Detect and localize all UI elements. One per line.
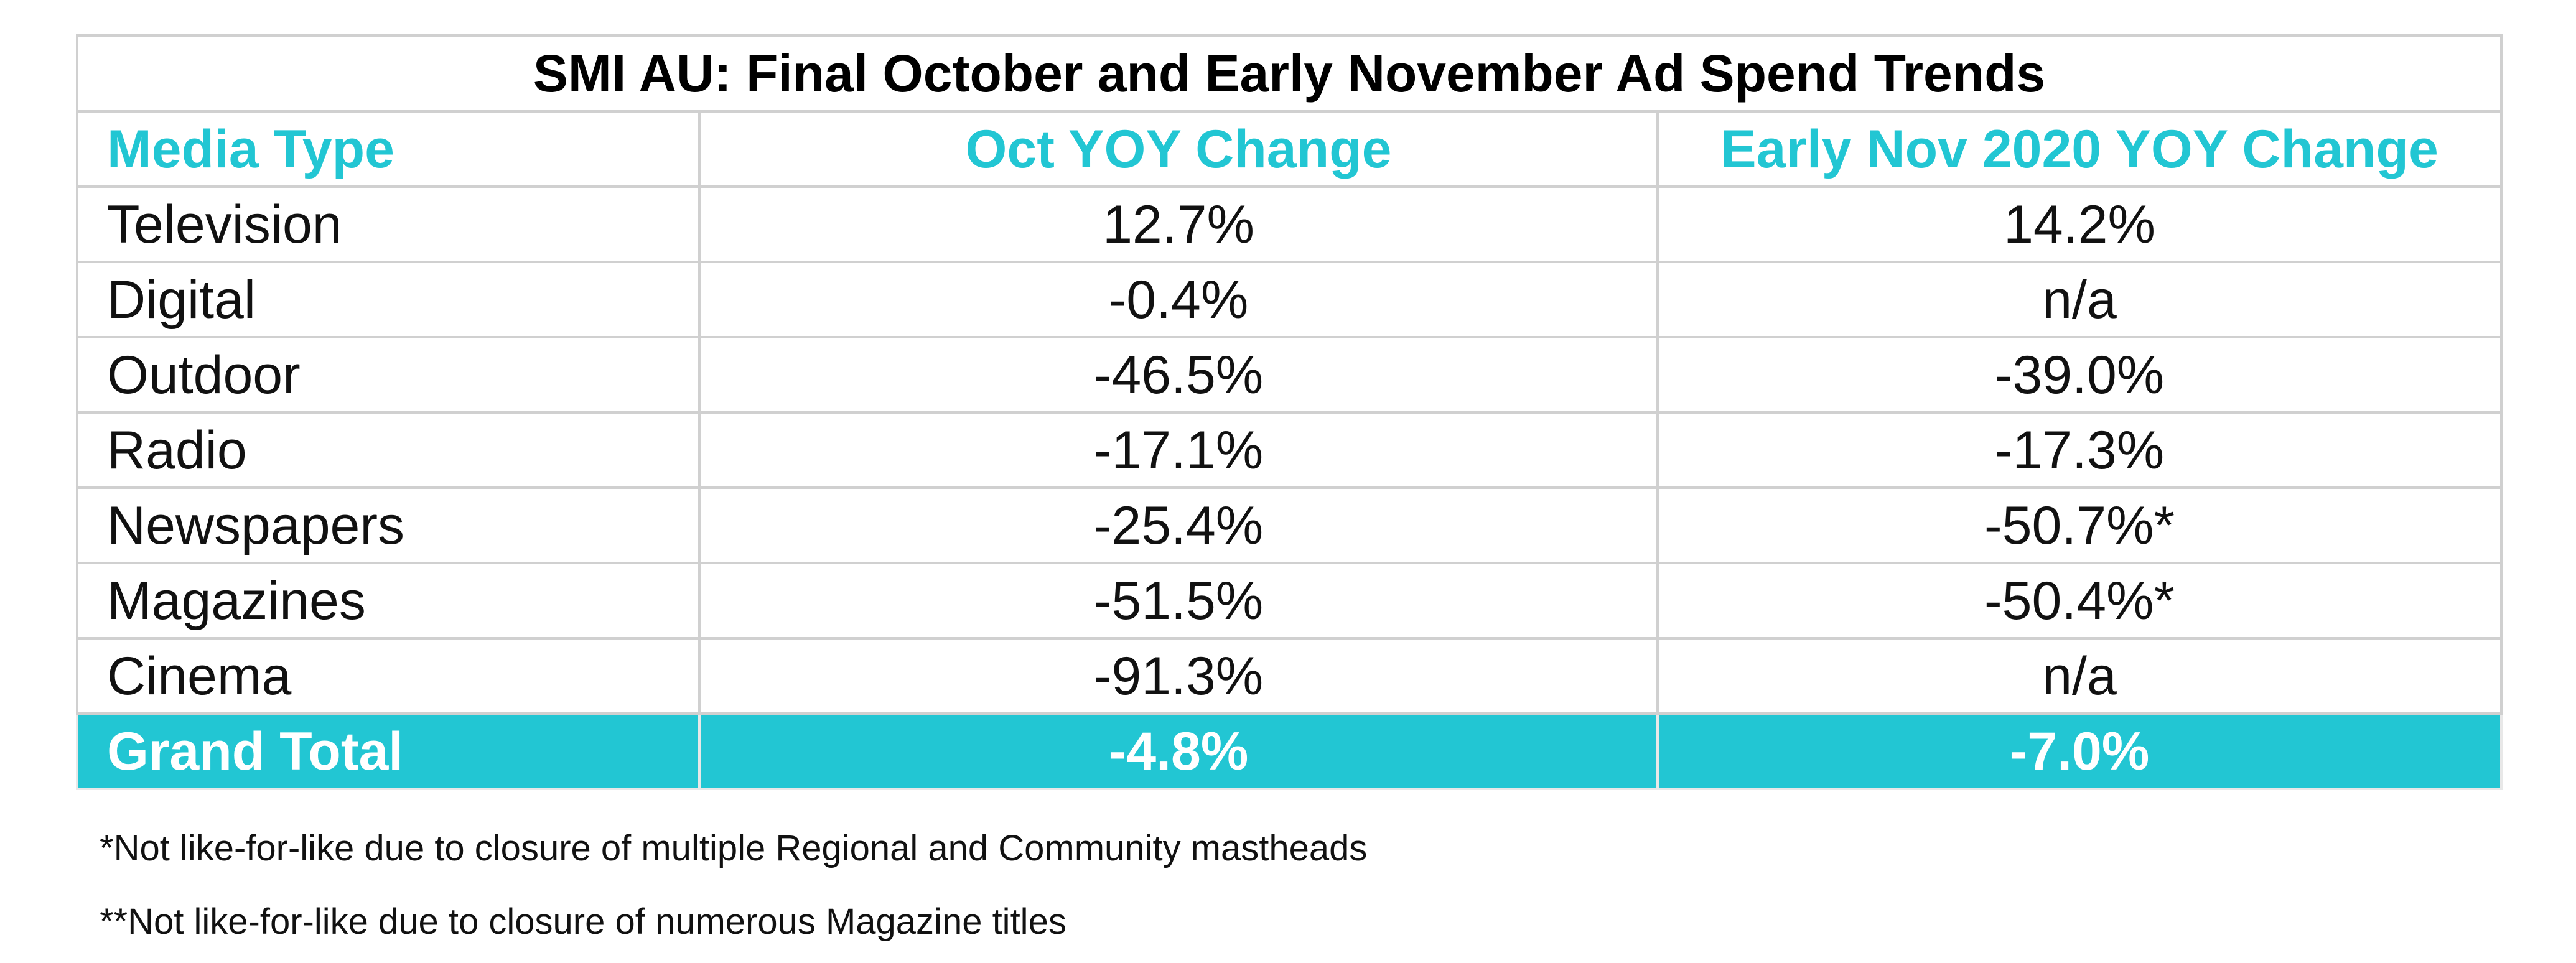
nov-change-cell: n/a [1656,261,2503,338]
table-row: Newspapers -25.4% -50.7%* [76,486,2503,564]
footnote-magazines: **Not like-for-like due to closure of nu… [100,901,1066,942]
nov-change-cell: -50.4%* [1656,562,2503,640]
media-type-cell: Digital [76,261,701,338]
title-row: SMI AU: Final October and Early November… [76,34,2503,113]
nov-change-cell: n/a [1656,637,2503,715]
table-row: Digital -0.4% n/a [76,261,2503,338]
oct-change-cell: 12.7% [698,185,1659,263]
table-row: Cinema -91.3% n/a [76,637,2503,715]
ad-spend-table: SMI AU: Final October and Early November… [76,34,2503,790]
nov-change-cell: -17.3% [1656,411,2503,489]
column-header-media-type: Media Type [76,110,701,188]
media-type-cell: Outdoor [76,336,701,414]
oct-change-cell: -91.3% [698,637,1659,715]
table-title: SMI AU: Final October and Early November… [76,34,2503,113]
grand-total-label: Grand Total [76,712,701,790]
column-header-early-nov-yoy: Early Nov 2020 YOY Change [1656,110,2503,188]
table-row: Television 12.7% 14.2% [76,185,2503,263]
oct-change-cell: -46.5% [698,336,1659,414]
column-header-oct-yoy: Oct YOY Change [698,110,1659,188]
grand-total-row: Grand Total -4.8% -7.0% [76,712,2503,790]
nov-change-cell: 14.2% [1656,185,2503,263]
grand-total-nov: -7.0% [1656,712,2503,790]
oct-change-cell: -0.4% [698,261,1659,338]
table-row: Outdoor -46.5% -39.0% [76,336,2503,414]
nov-change-cell: -50.7%* [1656,486,2503,564]
grand-total-oct: -4.8% [698,712,1659,790]
nov-change-cell: -39.0% [1656,336,2503,414]
media-type-cell: Newspapers [76,486,701,564]
footnote-mastheads: *Not like-for-like due to closure of mul… [100,828,1368,868]
header-row: Media Type Oct YOY Change Early Nov 2020… [76,110,2503,188]
media-type-cell: Radio [76,411,701,489]
oct-change-cell: -25.4% [698,486,1659,564]
table-row: Magazines -51.5% -50.4%* [76,562,2503,640]
ad-spend-table-container: SMI AU: Final October and Early November… [76,34,2503,790]
media-type-cell: Television [76,185,701,263]
table-row: Radio -17.1% -17.3% [76,411,2503,489]
media-type-cell: Cinema [76,637,701,715]
oct-change-cell: -17.1% [698,411,1659,489]
media-type-cell: Magazines [76,562,701,640]
oct-change-cell: -51.5% [698,562,1659,640]
